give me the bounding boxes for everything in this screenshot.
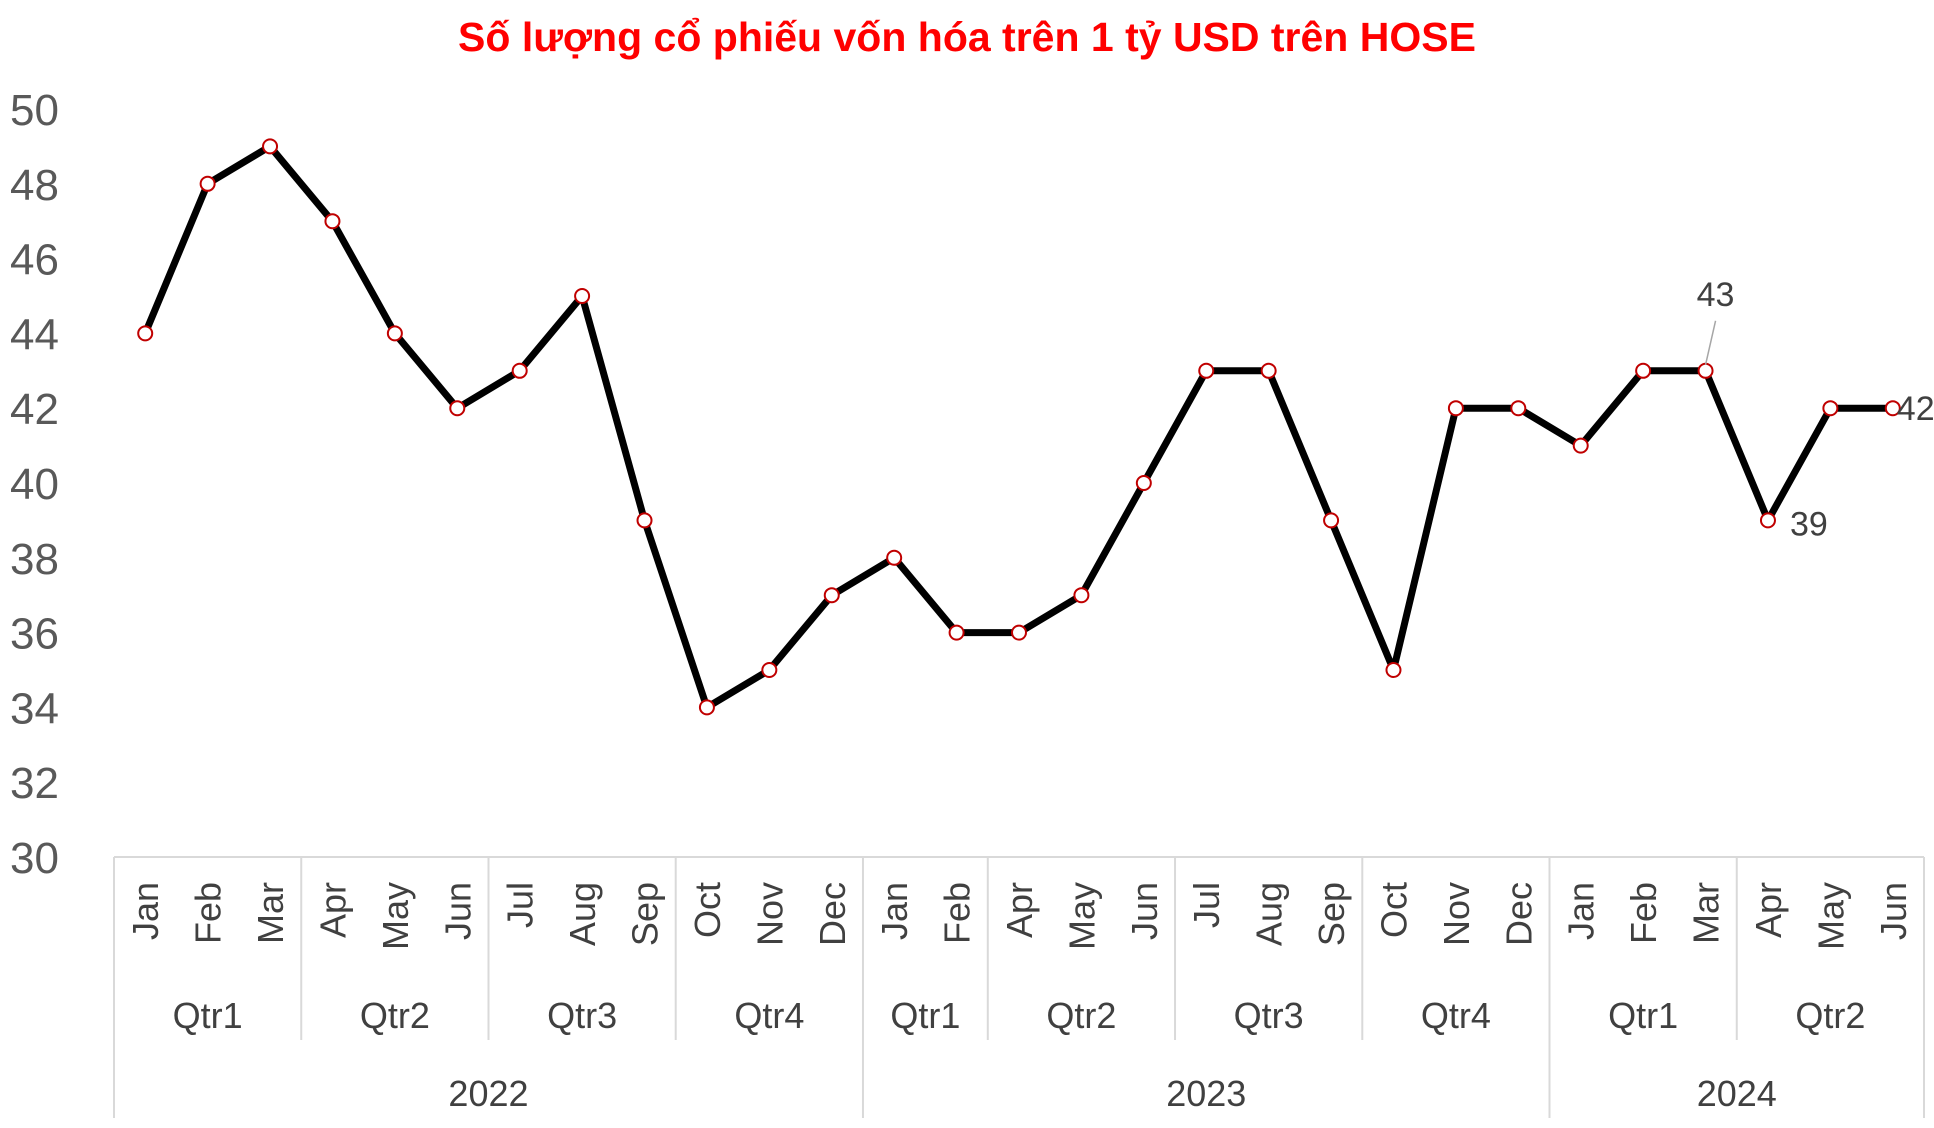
x-tick-label: Sep xyxy=(625,882,666,946)
x-tick-label: May xyxy=(1061,882,1102,950)
x-tick-label: Jun xyxy=(437,882,478,940)
x-tick-label: Oct xyxy=(1373,882,1414,938)
x-tick-label: Feb xyxy=(1623,882,1664,944)
y-tick-label: 44 xyxy=(10,310,59,359)
quarter-label: Qtr3 xyxy=(1234,995,1304,1036)
x-tick-label: Nov xyxy=(1436,882,1477,946)
quarter-label: Qtr4 xyxy=(1421,995,1491,1036)
data-point xyxy=(1635,362,1652,379)
quarter-label: Qtr3 xyxy=(547,995,617,1036)
y-tick-label: 32 xyxy=(10,759,59,808)
chart-title: Số lượng cổ phiếu vốn hóa trên 1 tỷ USD … xyxy=(458,14,1476,60)
y-tick-label: 34 xyxy=(10,684,59,733)
data-point xyxy=(1884,400,1901,417)
x-tick-label: Nov xyxy=(749,882,790,946)
data-point xyxy=(137,325,154,342)
data-point xyxy=(1135,475,1152,491)
data-point xyxy=(636,512,653,529)
x-tick-label: Dec xyxy=(1498,882,1539,946)
data-point xyxy=(823,587,840,604)
x-tick-label: Mar xyxy=(250,882,291,944)
y-tick-label: 50 xyxy=(10,86,59,135)
x-tick-label: May xyxy=(375,882,416,950)
data-point xyxy=(449,400,466,417)
quarter-label: Qtr2 xyxy=(360,995,430,1036)
data-point xyxy=(1759,512,1776,529)
y-tick-label: 40 xyxy=(10,460,59,509)
data-point xyxy=(1447,400,1464,417)
data-point xyxy=(698,699,715,716)
data-label: 39 xyxy=(1790,505,1828,543)
y-tick-label: 30 xyxy=(10,834,59,883)
data-point xyxy=(1260,362,1277,379)
x-tick-label: Apr xyxy=(312,882,353,938)
data-point xyxy=(886,549,903,566)
y-tick-label: 46 xyxy=(10,236,59,285)
data-point xyxy=(262,138,279,155)
data-point xyxy=(1510,400,1527,417)
x-tick-label: Jan xyxy=(125,882,166,940)
x-tick-label: Dec xyxy=(812,882,853,946)
y-tick-label: 42 xyxy=(10,385,59,434)
data-label-leader xyxy=(1704,320,1717,365)
data-point xyxy=(948,624,965,641)
data-point xyxy=(1385,662,1402,678)
data-point xyxy=(1323,512,1340,529)
x-tick-label: Sep xyxy=(1311,882,1352,946)
data-point xyxy=(324,213,341,230)
quarter-label: Qtr2 xyxy=(1795,995,1865,1036)
quarter-label: Qtr2 xyxy=(1046,995,1116,1036)
quarter-label: Qtr1 xyxy=(1608,995,1678,1036)
quarter-label: Qtr1 xyxy=(890,995,960,1036)
data-point xyxy=(511,362,528,379)
x-tick-label: Feb xyxy=(937,882,978,944)
x-tick-label: Apr xyxy=(1748,882,1789,938)
x-tick-label: Jul xyxy=(1186,882,1227,928)
data-label: 43 xyxy=(1697,276,1735,314)
x-tick-label: Jan xyxy=(874,882,915,940)
x-tick-label: Feb xyxy=(188,882,229,944)
x-tick-label: Jan xyxy=(1561,882,1602,940)
data-point xyxy=(386,325,403,342)
series-line xyxy=(141,142,1897,711)
y-tick-label: 36 xyxy=(10,610,59,659)
x-tick-label: Jun xyxy=(1124,882,1165,940)
quarter-label: Qtr1 xyxy=(173,995,243,1036)
x-tick-label: Apr xyxy=(999,882,1040,938)
x-tick-label: Mar xyxy=(1686,882,1727,944)
year-label: 2023 xyxy=(1166,1073,1246,1114)
data-point xyxy=(1073,587,1090,604)
x-tick-label: Jul xyxy=(500,882,541,928)
x-tick-label: Aug xyxy=(1249,882,1290,946)
data-point xyxy=(199,175,216,192)
data-label: 42 xyxy=(1897,390,1934,428)
x-tick-label: Aug xyxy=(562,882,603,946)
data-point xyxy=(1697,362,1714,379)
y-tick-label: 48 xyxy=(10,161,59,210)
quarter-label: Qtr4 xyxy=(734,995,804,1036)
data-point xyxy=(1011,624,1027,641)
x-tick-label: Oct xyxy=(687,882,728,938)
year-label: 2022 xyxy=(448,1073,528,1114)
data-point xyxy=(1198,362,1215,379)
y-tick-label: 38 xyxy=(10,535,59,584)
data-point xyxy=(761,662,778,678)
year-label: 2024 xyxy=(1697,1073,1777,1114)
data-point xyxy=(1572,437,1589,454)
data-point xyxy=(574,288,591,304)
data-point xyxy=(1822,400,1839,417)
x-tick-label: Jun xyxy=(1873,882,1914,940)
x-tick-label: May xyxy=(1810,882,1851,950)
